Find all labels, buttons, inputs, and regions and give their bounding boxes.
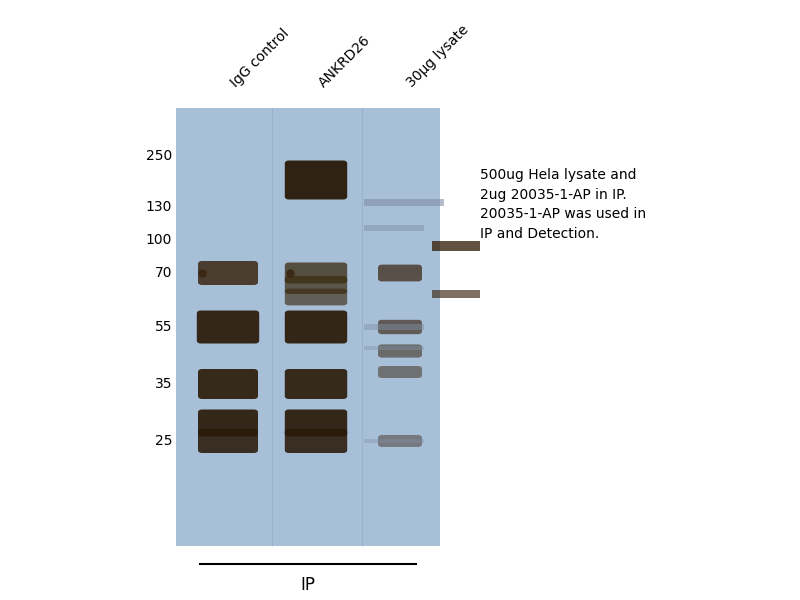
- FancyBboxPatch shape: [378, 265, 422, 281]
- Bar: [364, 346, 424, 350]
- FancyBboxPatch shape: [285, 289, 347, 305]
- FancyBboxPatch shape: [285, 311, 347, 343]
- Text: 55: 55: [154, 320, 172, 334]
- Text: 30μg lysate: 30μg lysate: [404, 23, 471, 90]
- FancyBboxPatch shape: [197, 311, 259, 343]
- FancyBboxPatch shape: [378, 435, 422, 447]
- FancyBboxPatch shape: [285, 161, 347, 199]
- FancyBboxPatch shape: [198, 429, 258, 453]
- Bar: [432, 290, 480, 298]
- Text: 70: 70: [154, 266, 172, 280]
- Text: 250: 250: [146, 149, 172, 163]
- FancyBboxPatch shape: [378, 320, 422, 334]
- FancyBboxPatch shape: [198, 410, 258, 437]
- Bar: [364, 225, 424, 231]
- Bar: [364, 199, 444, 206]
- FancyBboxPatch shape: [285, 369, 347, 399]
- Bar: [432, 241, 480, 251]
- FancyBboxPatch shape: [176, 108, 440, 546]
- Text: IP: IP: [301, 576, 315, 594]
- Text: 25: 25: [154, 434, 172, 448]
- FancyBboxPatch shape: [198, 369, 258, 399]
- FancyBboxPatch shape: [378, 366, 422, 378]
- FancyBboxPatch shape: [285, 410, 347, 437]
- FancyBboxPatch shape: [285, 262, 347, 283]
- Text: ANKRD26: ANKRD26: [316, 33, 373, 90]
- Text: IgG control: IgG control: [228, 26, 292, 90]
- Text: 130: 130: [146, 200, 172, 214]
- Bar: [364, 439, 424, 443]
- FancyBboxPatch shape: [378, 344, 422, 358]
- FancyBboxPatch shape: [285, 276, 347, 294]
- FancyBboxPatch shape: [285, 429, 347, 453]
- Text: 100: 100: [146, 233, 172, 247]
- Text: 500ug Hela lysate and
2ug 20035-1-AP in IP.
20035-1-AP was used in
IP and Detect: 500ug Hela lysate and 2ug 20035-1-AP in …: [480, 168, 646, 241]
- FancyBboxPatch shape: [198, 261, 258, 285]
- Bar: [364, 324, 424, 329]
- Text: 35: 35: [154, 377, 172, 391]
